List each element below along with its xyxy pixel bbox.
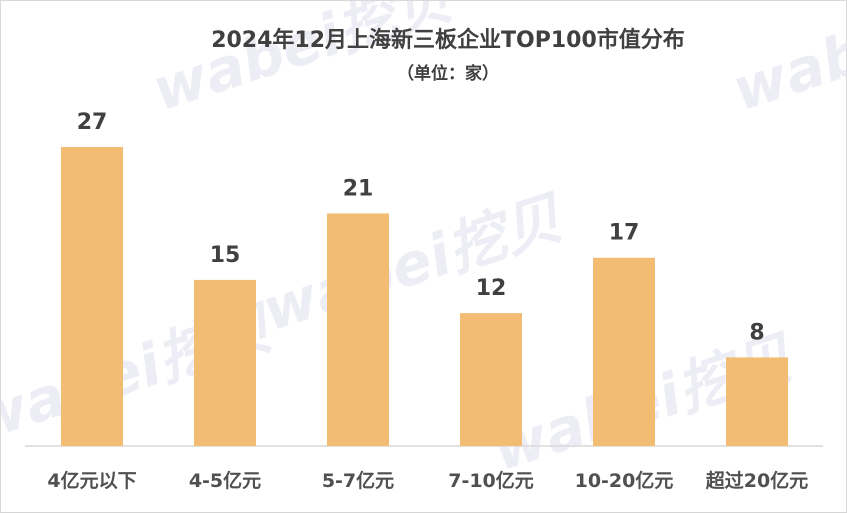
- watermark-logo: wabei挖贝: [254, 183, 572, 344]
- bar: [194, 279, 256, 446]
- data-label: 27: [77, 110, 108, 135]
- data-label: 21: [343, 176, 374, 201]
- data-label: 12: [476, 276, 507, 301]
- x-tick-label: 超过20亿元: [705, 469, 808, 492]
- chart-subtitle: （单位：家）: [397, 63, 499, 84]
- chart-title: 2024年12月上海新三板企业TOP100市值分布: [211, 27, 685, 53]
- data-label: 8: [749, 320, 764, 345]
- x-tick-label: 10-20亿元: [575, 469, 674, 492]
- x-tick-label: 4-5亿元: [189, 469, 261, 492]
- x-tick-label: 7-10亿元: [448, 469, 534, 492]
- x-tick-label: 4亿元以下: [47, 469, 136, 492]
- bar: [61, 147, 123, 446]
- data-label: 15: [210, 243, 241, 268]
- watermark-logo: wabei挖贝: [144, 1, 462, 124]
- bar: [460, 313, 522, 446]
- bar: [327, 213, 389, 446]
- x-tick-label: 5-7亿元: [322, 469, 394, 492]
- data-label: 17: [609, 221, 640, 246]
- watermark-logo: wabei挖贝: [724, 1, 847, 124]
- bar: [726, 357, 788, 446]
- bar: [593, 257, 655, 446]
